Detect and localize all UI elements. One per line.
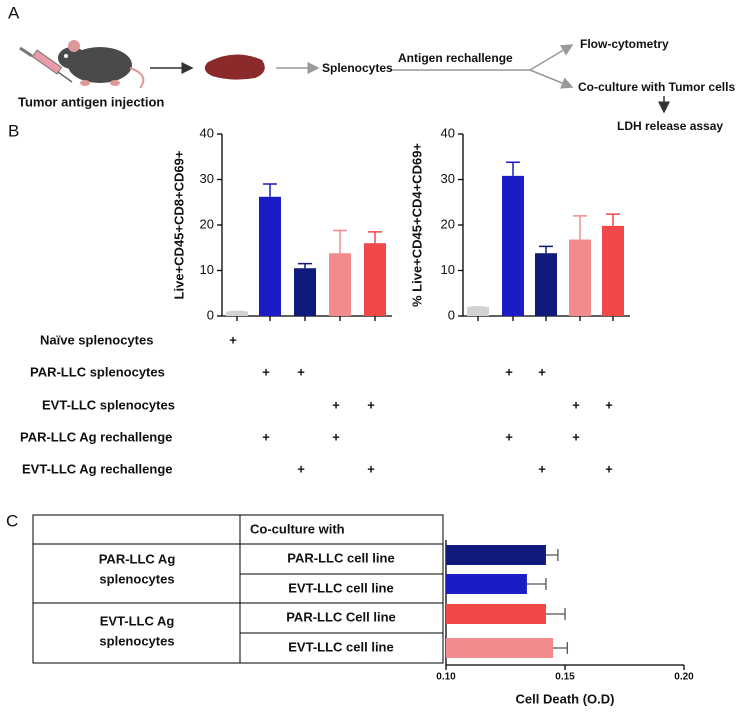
bar: [502, 175, 524, 316]
error-bar: [506, 161, 520, 176]
y-tick-label: 20: [200, 216, 214, 231]
panel-label: B: [8, 121, 19, 140]
y-tick-label: 10: [200, 262, 214, 277]
x-tick-label: 0.15: [555, 672, 575, 683]
error-bar: [263, 183, 277, 197]
error-bar: [573, 215, 587, 240]
condition-mark: +: [605, 461, 613, 476]
y-tick-label: 30: [441, 171, 455, 186]
x-axis-label: Cell Death (O.D): [516, 691, 615, 706]
group-label: splenocytes: [99, 633, 174, 648]
bar: [446, 604, 546, 624]
row-label: EVT-LLC cell line: [288, 639, 393, 654]
mouse: [58, 40, 145, 89]
panel-label: A: [8, 3, 20, 22]
y-tick-label: 0: [207, 307, 214, 322]
arrow: [529, 69, 574, 89]
condition-label: PAR-LLC splenocytes: [30, 364, 165, 379]
panel-label: C: [6, 511, 18, 530]
condition-mark: +: [332, 397, 340, 412]
condition-label: EVT-LLC splenocytes: [42, 397, 175, 412]
condition-mark: +: [297, 461, 305, 476]
condition-label: EVT-LLC Ag rechallenge: [22, 461, 173, 476]
row-label: PAR-LLC Cell line: [286, 609, 396, 624]
condition-mark: +: [505, 364, 513, 379]
bar: [226, 311, 248, 316]
condition-mark: +: [538, 461, 546, 476]
workflow-text: Flow-cytometry: [580, 37, 669, 51]
error-bar: [606, 213, 620, 226]
condition-mark: +: [229, 332, 237, 347]
syringe: [19, 46, 73, 83]
workflow-text: Tumor antigen injection: [18, 94, 164, 109]
error-bar: [526, 578, 547, 590]
bar: [535, 253, 557, 316]
condition-mark: +: [297, 364, 305, 379]
spleen: [204, 54, 265, 80]
bar: [329, 253, 351, 316]
y-tick-label: 40: [200, 125, 214, 140]
condition-mark: +: [572, 397, 580, 412]
table-frame: [32, 514, 444, 664]
condition-mark: +: [605, 397, 613, 412]
y-tick-label: 30: [200, 171, 214, 186]
y-tick-label: 20: [441, 216, 455, 231]
arrow: [529, 44, 574, 71]
group-label: splenocytes: [99, 571, 174, 586]
row-label: EVT-LLC cell line: [288, 580, 393, 595]
condition-mark: +: [262, 364, 270, 379]
bar: [294, 268, 316, 316]
bar: [569, 239, 591, 316]
y-tick-label: 0: [448, 307, 455, 322]
error-bar: [539, 245, 553, 254]
bar: [467, 306, 489, 316]
y-axis-label: % Live+CD45+CD4+CD69+: [409, 143, 424, 307]
condition-label: Naïve splenocytes: [40, 332, 153, 347]
condition-label: PAR-LLC Ag rechallenge: [20, 429, 172, 444]
error-bar: [545, 608, 566, 620]
workflow-text: Co-culture with Tumor cells: [578, 80, 735, 94]
bar: [259, 196, 281, 316]
error-bar: [333, 229, 347, 254]
workflow-text: Antigen rechallenge: [398, 51, 513, 65]
bar: [446, 574, 527, 594]
y-tick-label: 40: [441, 125, 455, 140]
y-tick-label: 10: [441, 262, 455, 277]
error-bar: [545, 549, 559, 561]
row-label: PAR-LLC cell line: [287, 550, 394, 565]
condition-mark: +: [572, 429, 580, 444]
error-bar: [368, 231, 382, 244]
error-bar: [553, 642, 569, 654]
bar: [446, 638, 554, 658]
bar: [364, 243, 386, 316]
condition-mark: +: [367, 461, 375, 476]
group-label: PAR-LLC Ag: [99, 551, 176, 566]
workflow-text: Splenocytes: [322, 61, 393, 75]
workflow-text: LDH release assay: [617, 119, 723, 133]
table-header: Co-culture with: [250, 521, 345, 536]
x-tick-label: 0.20: [674, 672, 694, 683]
bar: [446, 545, 546, 565]
group-label: EVT-LLC Ag: [100, 613, 175, 628]
condition-mark: +: [262, 429, 270, 444]
condition-mark: +: [367, 397, 375, 412]
condition-mark: +: [332, 429, 340, 444]
bar: [602, 225, 624, 316]
x-tick-label: 0.10: [436, 672, 456, 683]
condition-mark: +: [538, 364, 546, 379]
error-bar: [298, 262, 312, 269]
y-axis-label: Live+CD45+CD8+CD69+: [171, 150, 186, 299]
condition-mark: +: [505, 429, 513, 444]
